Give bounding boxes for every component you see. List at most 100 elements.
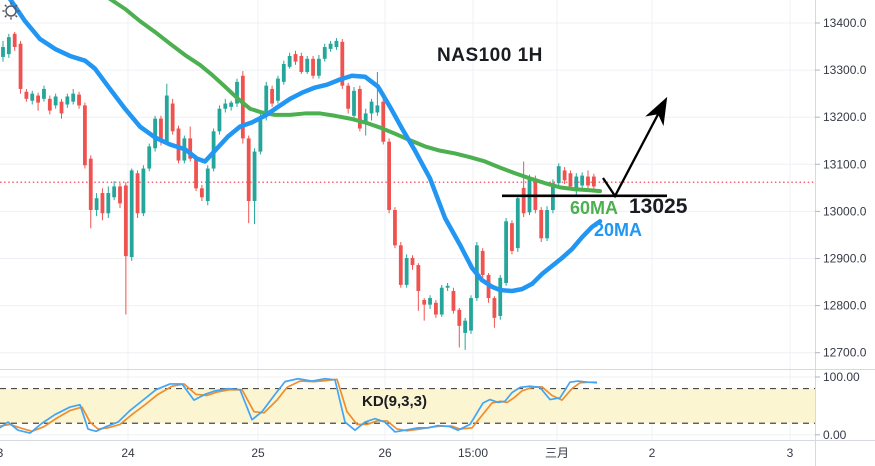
ma20-line bbox=[8, 0, 603, 294]
candle-body bbox=[404, 258, 409, 285]
candle-body bbox=[176, 128, 181, 161]
time-tick-label: 26 bbox=[378, 446, 392, 460]
candle-body bbox=[18, 43, 23, 89]
candle-body bbox=[498, 277, 503, 316]
candle-body bbox=[299, 55, 304, 72]
kd-tick-label: 0.00 bbox=[823, 428, 847, 442]
candle-body bbox=[556, 166, 561, 184]
time-tick-label: 25 bbox=[251, 446, 265, 460]
candle-body bbox=[311, 58, 315, 76]
candle-body bbox=[375, 105, 380, 113]
time-tick-label: 三月 bbox=[545, 446, 569, 460]
ma20-label: 20MA bbox=[594, 220, 643, 240]
candle-body bbox=[568, 173, 573, 187]
candle-body bbox=[53, 96, 58, 106]
time-tick-label: 24 bbox=[121, 446, 135, 460]
candle-body bbox=[586, 176, 590, 186]
candle-body bbox=[170, 103, 175, 132]
candle-body bbox=[258, 118, 263, 152]
candle-body bbox=[346, 85, 351, 109]
time-tick-label: 3 bbox=[0, 446, 4, 460]
candle-body bbox=[153, 118, 157, 149]
candle-body bbox=[562, 170, 567, 181]
candle-body bbox=[229, 102, 234, 107]
candle-body bbox=[30, 93, 35, 101]
candle-body bbox=[118, 186, 122, 204]
candle-body bbox=[398, 245, 403, 285]
candle-body bbox=[293, 54, 298, 62]
candle-body bbox=[65, 96, 70, 105]
candle-body bbox=[515, 198, 520, 249]
candle-body bbox=[42, 88, 46, 99]
candle-body bbox=[71, 93, 76, 102]
candle-body bbox=[188, 138, 193, 159]
candle-body bbox=[580, 175, 585, 186]
candle-body bbox=[47, 98, 52, 111]
candle-body bbox=[451, 290, 456, 311]
candle-body bbox=[317, 58, 321, 76]
kd-indicator-label: KD(9,3,3) bbox=[362, 393, 428, 410]
candle-body bbox=[141, 168, 146, 214]
candle-body bbox=[545, 209, 549, 239]
candle-body bbox=[1, 47, 5, 57]
ma60-label: 60MA bbox=[570, 198, 619, 218]
ma60-line bbox=[108, 0, 602, 194]
candle-body bbox=[240, 75, 245, 139]
candle-body bbox=[223, 103, 228, 109]
candle-body bbox=[270, 88, 274, 104]
candle-body bbox=[428, 298, 432, 305]
candle-body bbox=[539, 209, 544, 239]
candle-body bbox=[340, 41, 345, 86]
candle-body bbox=[200, 188, 204, 198]
candle-body bbox=[328, 43, 333, 49]
price-tick-label: 13100.0 bbox=[823, 157, 867, 171]
candle-body bbox=[381, 101, 386, 142]
candle-body bbox=[276, 78, 280, 101]
candle-body bbox=[106, 193, 111, 214]
candle-body bbox=[59, 101, 64, 114]
candle-body bbox=[305, 58, 310, 72]
candle-body bbox=[504, 221, 508, 283]
time-tick-label: 15:00 bbox=[458, 446, 488, 460]
candle-body bbox=[24, 91, 29, 99]
candle-body bbox=[205, 168, 210, 202]
candle-body bbox=[422, 299, 427, 305]
candle-body bbox=[322, 47, 327, 59]
candle-body bbox=[159, 118, 163, 142]
candle-body bbox=[83, 105, 87, 166]
candle-body bbox=[363, 113, 368, 124]
candle-body bbox=[100, 193, 105, 214]
candle-body bbox=[287, 55, 292, 67]
candle-body bbox=[235, 81, 239, 104]
price-tick-label: 13400.0 bbox=[823, 16, 867, 30]
price-tick-label: 13200.0 bbox=[823, 110, 867, 124]
trend-arrow bbox=[602, 96, 668, 199]
candle-body bbox=[463, 320, 468, 333]
candle-body bbox=[369, 101, 374, 114]
support-price-label: 13025 bbox=[629, 195, 688, 218]
time-tick-label: 2 bbox=[649, 446, 656, 460]
symbol-title: NAS100 1H bbox=[437, 45, 543, 66]
price-tick-label: 12900.0 bbox=[823, 252, 867, 266]
candle-body bbox=[357, 88, 362, 129]
candle-body bbox=[36, 95, 40, 103]
candle-body bbox=[521, 187, 526, 214]
candle-body bbox=[77, 94, 81, 106]
candle-body bbox=[469, 298, 473, 331]
price-tick-label: 12700.0 bbox=[823, 346, 867, 360]
settings-gear-icon[interactable] bbox=[0, 0, 22, 22]
candle-body bbox=[94, 198, 99, 210]
candle-body bbox=[112, 186, 117, 198]
candle-body bbox=[246, 138, 251, 202]
candle-body bbox=[439, 287, 444, 315]
candle-body bbox=[533, 178, 538, 210]
candle-body bbox=[410, 258, 415, 266]
candle-body bbox=[480, 250, 485, 275]
candle-body bbox=[147, 146, 152, 169]
candle-body bbox=[12, 33, 17, 48]
candle-body bbox=[281, 63, 286, 82]
candle-body bbox=[387, 141, 391, 210]
candle-body bbox=[123, 185, 128, 257]
candle-body bbox=[510, 223, 514, 251]
